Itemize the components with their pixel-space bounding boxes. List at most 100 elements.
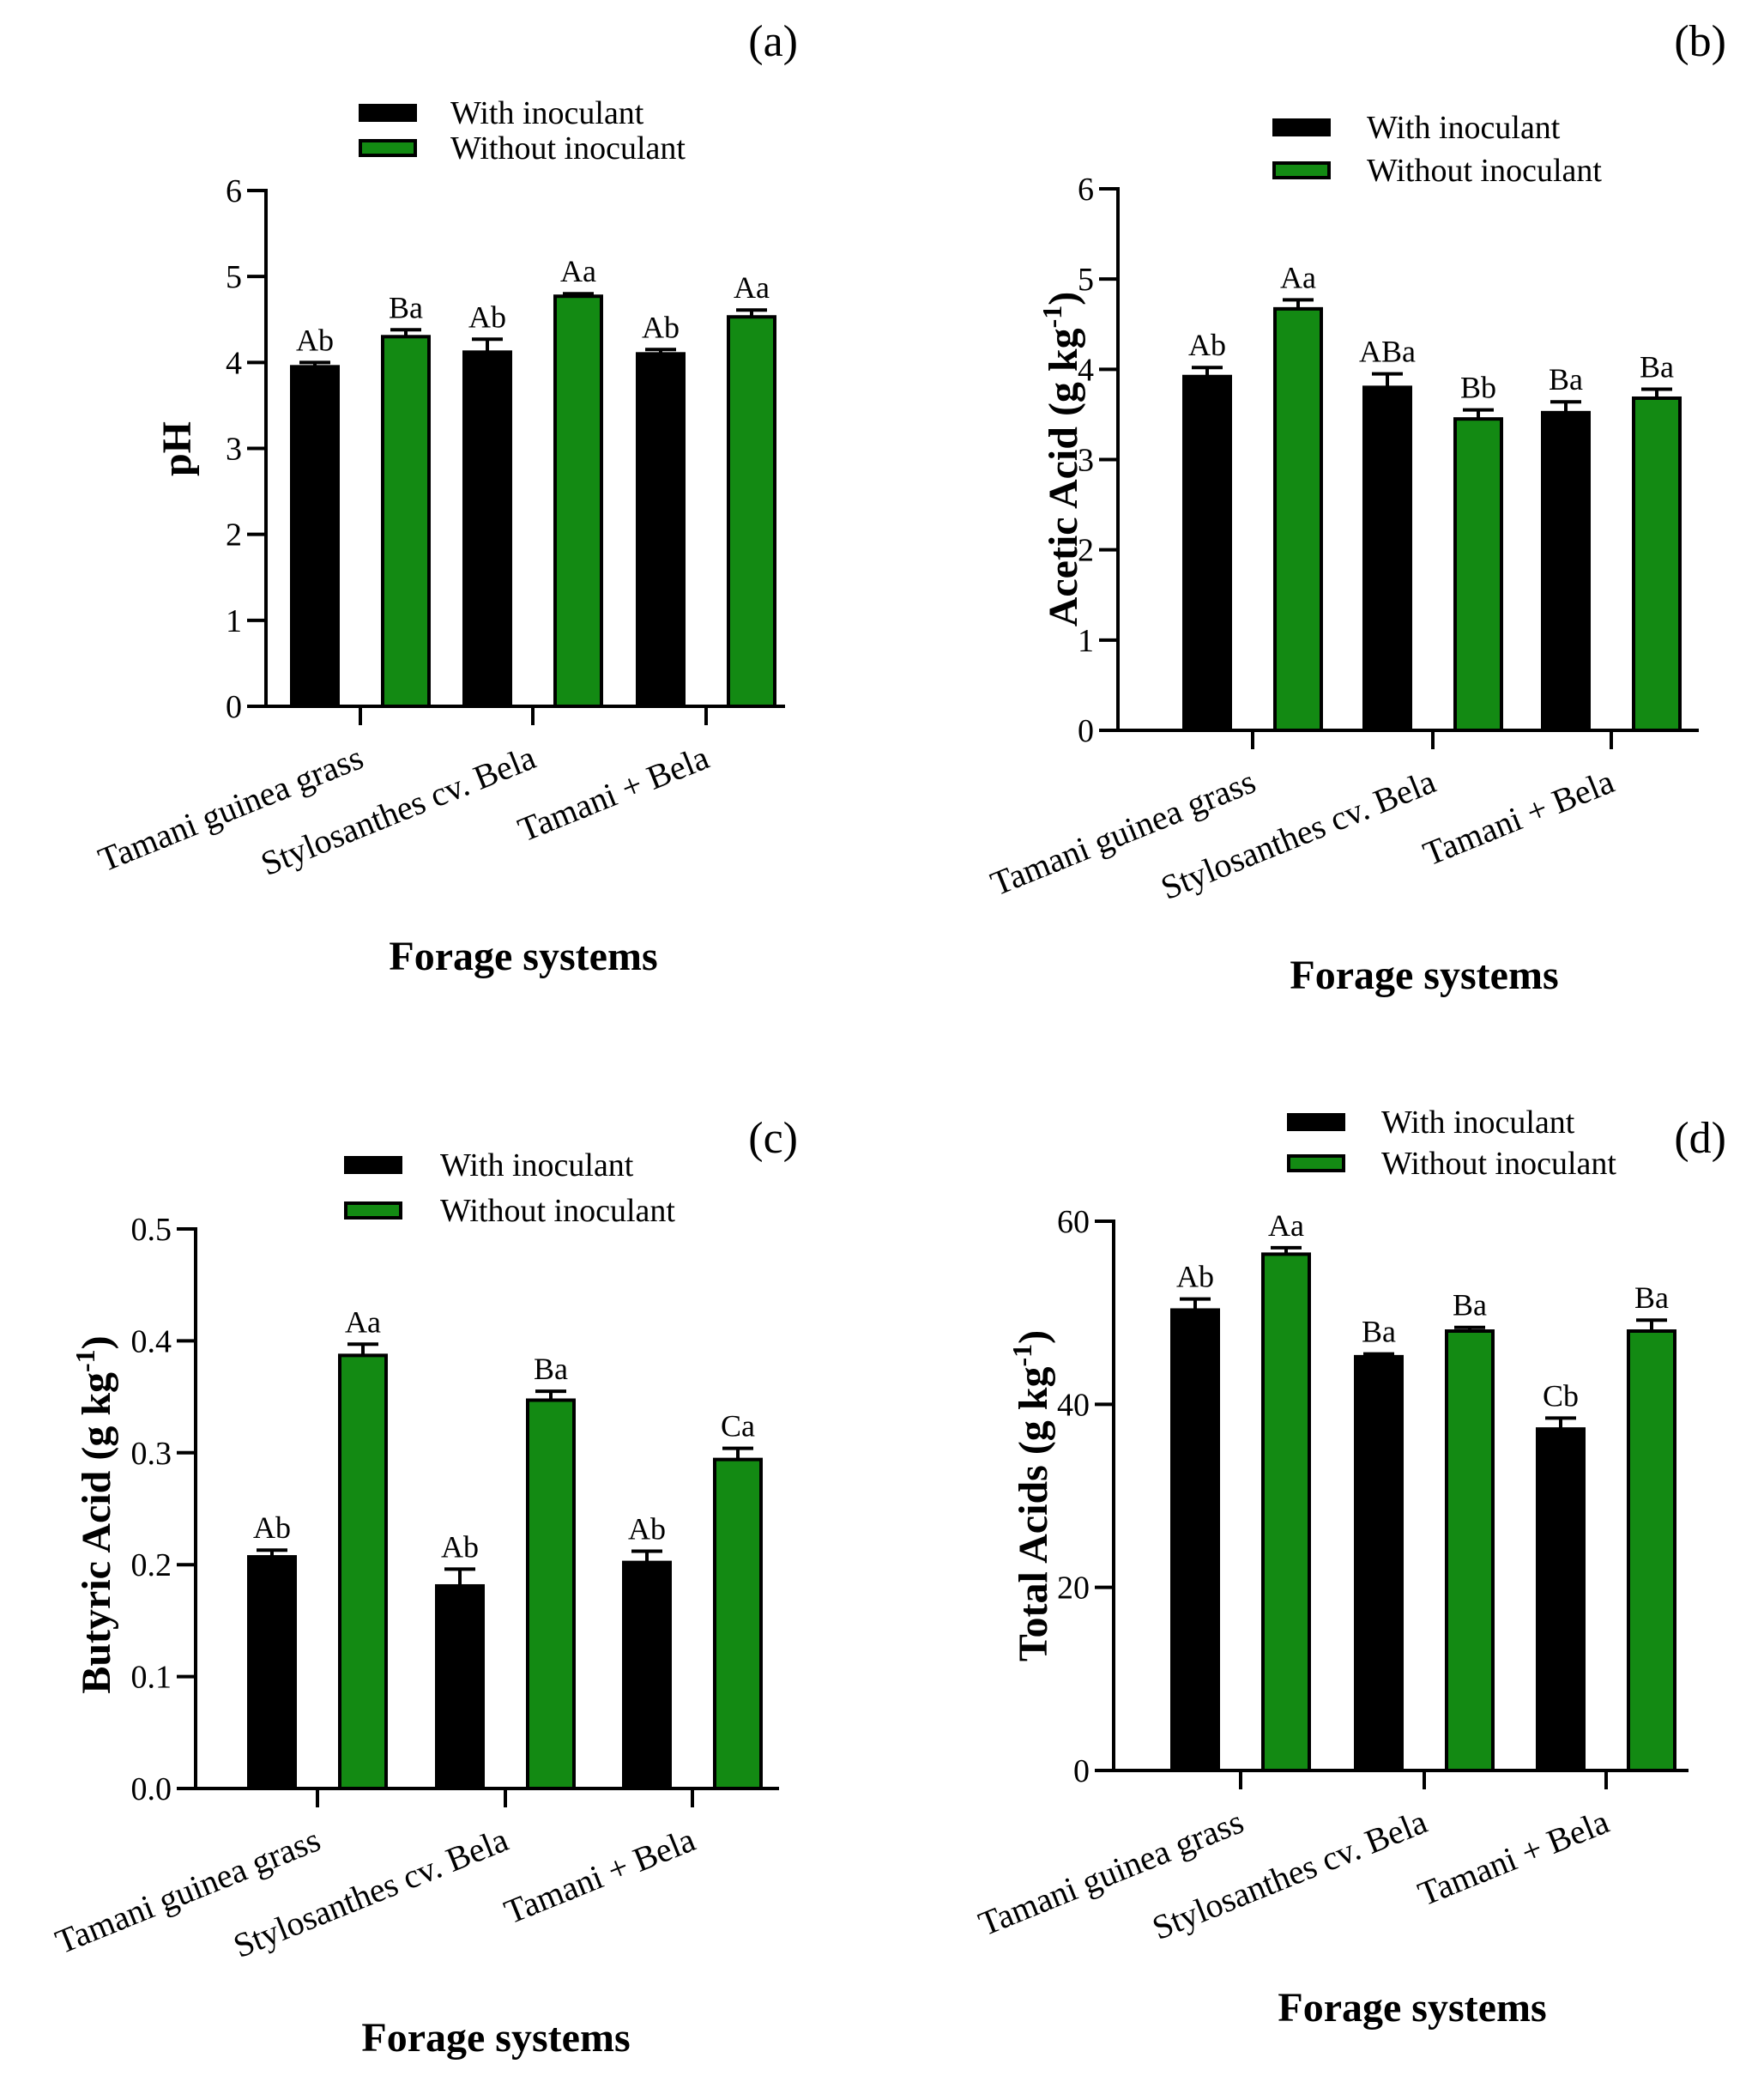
- bar-without-inoculant: [713, 1457, 763, 1791]
- y-tick-label: 4: [1078, 352, 1094, 388]
- y-tick-label: 0: [1073, 1753, 1090, 1789]
- legend-entry-2: Without inoculant: [1381, 1146, 1616, 1182]
- significance-label: Ba: [1549, 362, 1583, 396]
- legend-swatch-1: [1287, 1113, 1345, 1131]
- significance-label: Ba: [1640, 349, 1674, 384]
- significance-label: Ab: [1176, 1260, 1214, 1294]
- y-tick-label: 5: [1078, 262, 1094, 298]
- bar-without-inoculant: [1445, 1329, 1495, 1772]
- significance-label: Ab: [441, 1529, 479, 1564]
- bar-with-inoculant: [1536, 1427, 1586, 1772]
- bar-with-inoculant: [622, 1560, 672, 1791]
- significance-label: Aa: [1268, 1208, 1304, 1243]
- bar-with-inoculant: [1182, 374, 1232, 732]
- chart-panel-2: (b) With inoculant Without inoculant 0 1 2 3 4 5…: [985, 17, 1726, 998]
- significance-label: Ab: [628, 1512, 666, 1546]
- legend-entry-2: Without inoculant: [450, 130, 686, 166]
- significance-label: Ba: [534, 1352, 568, 1386]
- x-axis-label: Forage systems: [1290, 953, 1558, 998]
- bar-with-inoculant: [1362, 385, 1412, 732]
- x-axis-label: Forage systems: [361, 2015, 630, 2061]
- bar-without-inoculant: [553, 294, 603, 708]
- bar-with-inoculant: [1354, 1354, 1404, 1773]
- y-axis-label: pH: [154, 421, 200, 476]
- legend-swatch-1: [344, 1156, 402, 1174]
- significance-label: Bb: [1460, 371, 1496, 405]
- significance-label: ABa: [1359, 335, 1416, 369]
- x-category-label: Tamani + Bela: [512, 738, 714, 850]
- significance-label: Aa: [560, 254, 596, 288]
- x-category-label: Tamani + Bela: [1417, 762, 1619, 874]
- significance-label: Ba: [1634, 1280, 1669, 1315]
- significance-label: Ba: [1362, 1315, 1396, 1349]
- bar-without-inoculant: [381, 335, 431, 708]
- significance-label: Ab: [253, 1510, 291, 1545]
- chart-panel-4: (d) With inoculant Without inoculant 0 20 40 6…: [973, 1105, 1726, 2031]
- y-tick-label: 0.3: [131, 1436, 172, 1472]
- x-category-label: Tamani + Bela: [1412, 1802, 1614, 1914]
- significance-label: Aa: [1280, 260, 1316, 294]
- panel-label: (c): [748, 1114, 798, 1163]
- panel-label: (a): [748, 17, 798, 66]
- bar-without-inoculant: [1632, 396, 1682, 732]
- y-tick-label: 60: [1057, 1204, 1090, 1240]
- bar-without-inoculant: [1627, 1329, 1676, 1772]
- bar-without-inoculant: [526, 1398, 576, 1790]
- significance-label: Ab: [468, 300, 506, 334]
- bar-with-inoculant: [1170, 1308, 1220, 1772]
- y-tick-label: 0.1: [131, 1660, 172, 1696]
- panel-label: (d): [1674, 1114, 1726, 1163]
- y-tick-label: 2: [1078, 533, 1094, 569]
- legend-entry-2: Without inoculant: [440, 1193, 675, 1229]
- y-tick-label: 0: [226, 689, 242, 725]
- panel-label: (b): [1674, 17, 1726, 66]
- significance-label: Ba: [1453, 1288, 1487, 1322]
- legend-swatch-2: [1287, 1154, 1345, 1172]
- significance-label: Aa: [345, 1304, 381, 1339]
- legend-swatch-1: [1272, 118, 1331, 136]
- y-tick-label: 0.5: [131, 1212, 172, 1248]
- legend-entry-1: With inoculant: [1381, 1105, 1575, 1141]
- y-tick-label: 0.0: [131, 1771, 172, 1807]
- legend-entry-1: With inoculant: [1367, 110, 1561, 146]
- bar-with-inoculant: [247, 1555, 297, 1791]
- y-tick-label: 0.4: [131, 1323, 172, 1359]
- y-tick-label: 20: [1057, 1571, 1090, 1607]
- bar-with-inoculant: [462, 350, 512, 708]
- bar-without-inoculant: [338, 1353, 388, 1791]
- bar-without-inoculant: [1261, 1252, 1311, 1772]
- legend-swatch-2: [359, 139, 417, 157]
- legend-entry-1: With inoculant: [440, 1147, 634, 1183]
- y-tick-label: 1: [1078, 623, 1094, 659]
- x-axis-label: Forage systems: [1278, 1985, 1546, 2031]
- y-tick-label: 0.2: [131, 1547, 172, 1583]
- y-tick-label: 3: [226, 432, 242, 468]
- y-tick-label: 2: [226, 517, 242, 554]
- y-tick-label: 40: [1057, 1387, 1090, 1423]
- bar-with-inoculant: [435, 1583, 485, 1790]
- legend-entry-1: With inoculant: [450, 95, 644, 131]
- y-axis-label: Total Acids (g kg-1): [1006, 1330, 1056, 1661]
- y-tick-label: 6: [1078, 172, 1094, 208]
- significance-label: Ca: [721, 1409, 755, 1443]
- y-tick-label: 0: [1078, 713, 1094, 749]
- bar-without-inoculant: [727, 315, 776, 708]
- legend-swatch-1: [359, 104, 417, 122]
- y-tick-label: 1: [226, 603, 242, 639]
- x-category-label: Tamani + Bela: [498, 1820, 700, 1932]
- significance-label: Ab: [642, 310, 680, 344]
- significance-label: Ba: [389, 290, 423, 324]
- significance-label: Ab: [296, 323, 334, 357]
- y-tick-label: 6: [226, 173, 242, 209]
- bar-with-inoculant: [636, 352, 686, 708]
- bar-without-inoculant: [1453, 417, 1503, 732]
- significance-label: Ab: [1188, 328, 1226, 362]
- y-tick-label: 5: [226, 259, 242, 295]
- significance-label: Aa: [734, 270, 770, 305]
- bar-with-inoculant: [1541, 410, 1591, 732]
- x-axis-label: Forage systems: [389, 934, 657, 979]
- y-tick-label: 4: [226, 345, 242, 381]
- y-tick-label: 3: [1078, 443, 1094, 479]
